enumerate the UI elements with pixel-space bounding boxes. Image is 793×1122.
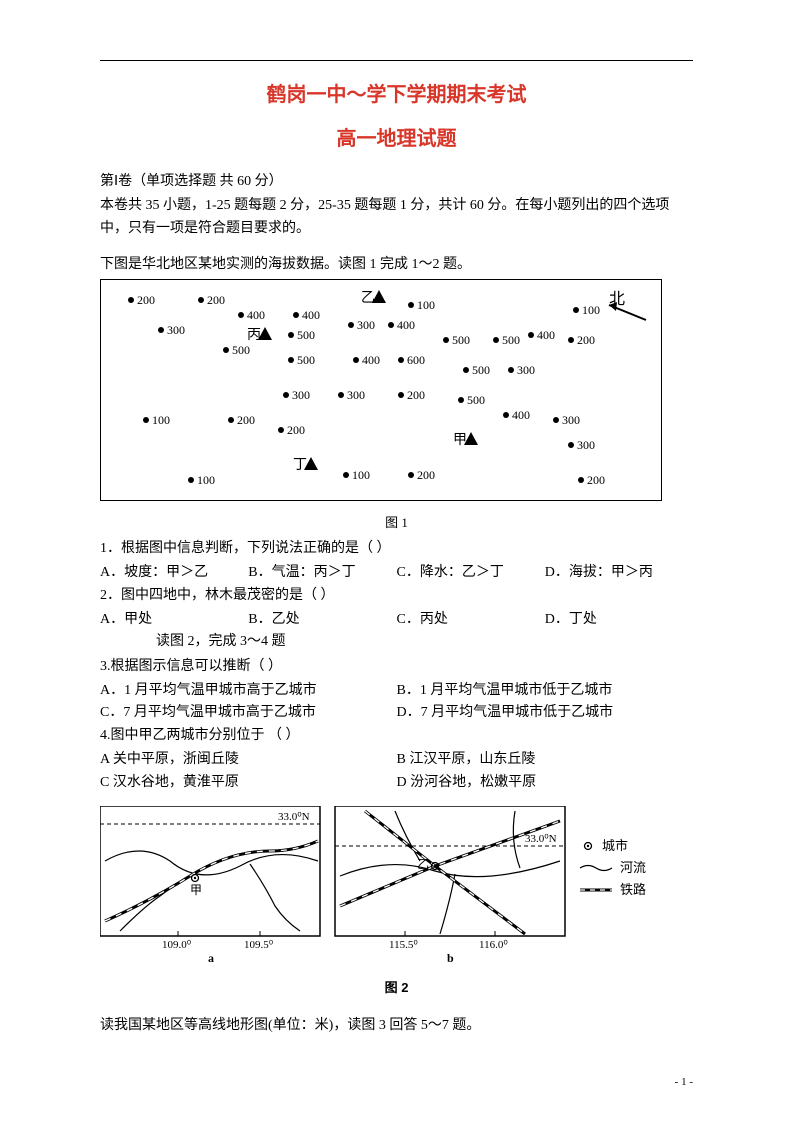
q1-opt-b: B．气温：丙＞丁 [248, 562, 396, 584]
q1-opt-c: C．降水：乙＞丁 [397, 562, 545, 584]
title-main: 鹤岗一中～学下学期期末考试 [100, 79, 693, 111]
svg-text:200: 200 [287, 423, 305, 437]
svg-text:400: 400 [397, 318, 415, 332]
lead-2: 读图 2，完成 3～4 题 [100, 631, 693, 653]
svg-text:500: 500 [232, 343, 250, 357]
section-heading: 第Ⅰ卷（单项选择题 共 60 分） [100, 171, 693, 193]
svg-text:甲: 甲 [190, 883, 202, 897]
svg-text:乙: 乙 [361, 290, 375, 306]
svg-text:300: 300 [517, 363, 535, 377]
q3-stem: 3.根据图示信息可以推断（ ） [100, 656, 693, 678]
svg-text:200: 200 [207, 293, 225, 307]
q4-opt-d: D 汾河谷地，松嫩平原 [397, 772, 694, 794]
svg-text:33.0⁰N: 33.0⁰N [525, 833, 557, 845]
svg-text:河流: 河流 [620, 860, 646, 875]
lead-3: 读我国某地区等高线地形图(单位：米)，读图 3 回答 5～7 题。 [100, 1015, 693, 1037]
svg-text:300: 300 [292, 388, 310, 402]
svg-text:200: 200 [577, 333, 595, 347]
q3-opt-b: B．1 月平均气温甲城市低于乙城市 [397, 680, 694, 702]
q2-opt-b: B．乙处 [248, 609, 396, 631]
svg-text:109.0⁰: 109.0⁰ [162, 939, 192, 951]
svg-text:500: 500 [452, 333, 470, 347]
svg-text:400: 400 [512, 408, 530, 422]
page-footer: - 1 - [675, 1074, 693, 1092]
lead-1: 下图是华北地区某地实测的海拔数据。读图 1 完成 1～2 题。 [100, 254, 693, 276]
svg-text:200: 200 [237, 413, 255, 427]
svg-text:500: 500 [467, 393, 485, 407]
q4-opt-a: A 关中平原，浙闽丘陵 [100, 749, 397, 771]
q1-opt-a: A．坡度：甲＞乙 [100, 562, 248, 584]
title-sub: 高一地理试题 [100, 123, 693, 155]
svg-text:115.5⁰: 115.5⁰ [389, 939, 418, 951]
exam-page: 鹤岗一中～学下学期期末考试 高一地理试题 第Ⅰ卷（单项选择题 共 60 分） 本… [0, 0, 793, 1122]
fig2-svg: 33.0⁰N 甲 109.0⁰ 109.5⁰ a 33.0⁰N 乙 115.5⁰ 116.0⁰ b… [100, 806, 693, 966]
svg-text:a: a [208, 951, 214, 965]
svg-text:丙: 丙 [247, 328, 261, 343]
svg-text:600: 600 [407, 353, 425, 367]
svg-text:甲: 甲 [453, 433, 467, 448]
svg-text:100: 100 [352, 468, 370, 482]
svg-text:300: 300 [562, 413, 580, 427]
svg-text:100: 100 [417, 298, 435, 312]
q1-options: A．坡度：甲＞乙 B．气温：丙＞丁 C．降水：乙＞丁 D．海拔：甲＞丙 [100, 562, 693, 584]
svg-text:400: 400 [302, 308, 320, 322]
figure-1: 200 200 300 400 400 500 500 500 300 400 400 600 100 5… [100, 279, 693, 509]
svg-text:100: 100 [152, 413, 170, 427]
q3-opt-d: D．7 月平均气温甲城市低于乙城市 [397, 702, 694, 724]
q2-stem: 2．图中四地中，林木最茂密的是（ ） [100, 585, 693, 607]
svg-text:400: 400 [362, 353, 380, 367]
svg-text:b: b [447, 951, 454, 965]
svg-text:300: 300 [167, 323, 185, 337]
svg-text:乙: 乙 [417, 857, 429, 871]
svg-text:109.5⁰: 109.5⁰ [244, 939, 274, 951]
svg-text:200: 200 [587, 473, 605, 487]
q3-options: A．1 月平均气温甲城市高于乙城市 B．1 月平均气温甲城市低于乙城市 C．7 … [100, 680, 693, 725]
q2-options: A．甲处 B．乙处 C．丙处 D．丁处 [100, 609, 693, 631]
fig1-caption: 图 1 [100, 513, 693, 534]
svg-text:100: 100 [582, 303, 600, 317]
q2-opt-a: A．甲处 [100, 609, 248, 631]
fig1-svg: 200 200 300 400 400 500 500 500 300 400 400 600 100 5… [100, 279, 662, 501]
svg-text:300: 300 [357, 318, 375, 332]
svg-text:300: 300 [577, 438, 595, 452]
svg-text:500: 500 [297, 353, 315, 367]
q4-opt-b: B 江汉平原，山东丘陵 [397, 749, 694, 771]
svg-text:500: 500 [502, 333, 520, 347]
svg-text:300: 300 [347, 388, 365, 402]
svg-text:200: 200 [407, 388, 425, 402]
q3-opt-c: C．7 月平均气温甲城市高于乙城市 [100, 702, 397, 724]
q2-opt-c: C．丙处 [397, 609, 545, 631]
q1-opt-d: D．海拔：甲＞丙 [545, 562, 693, 584]
svg-text:铁路: 铁路 [620, 882, 646, 897]
svg-text:116.0⁰: 116.0⁰ [479, 939, 508, 951]
svg-text:400: 400 [247, 308, 265, 322]
q4-options: A 关中平原，浙闽丘陵 B 江汉平原，山东丘陵 C 汉水谷地，黄淮平原 D 汾河… [100, 749, 693, 794]
section-desc: 本卷共 35 小题，1-25 题每题 2 分，25-35 题每题 1 分，共计 … [100, 195, 693, 240]
svg-text:500: 500 [472, 363, 490, 377]
svg-text:200: 200 [137, 293, 155, 307]
q4-stem: 4.图中甲乙两城市分别位于 （ ） [100, 725, 693, 747]
q1-stem: 1．根据图中信息判断，下列说法正确的是（ ） [100, 538, 693, 560]
svg-text:丁: 丁 [293, 458, 307, 473]
svg-text:100: 100 [197, 473, 215, 487]
top-rule [100, 60, 693, 61]
fig2-caption: 图 2 [100, 978, 693, 999]
q2-opt-d: D．丁处 [545, 609, 693, 631]
svg-text:400: 400 [537, 328, 555, 342]
figure-2: 33.0⁰N 甲 109.0⁰ 109.5⁰ a 33.0⁰N 乙 115.5⁰ 116.0⁰ b… [100, 806, 693, 974]
svg-text:33.0⁰N: 33.0⁰N [278, 811, 310, 823]
q4-opt-c: C 汉水谷地，黄淮平原 [100, 772, 397, 794]
svg-text:城市: 城市 [602, 838, 628, 853]
svg-text:500: 500 [297, 328, 315, 342]
q3-opt-a: A．1 月平均气温甲城市高于乙城市 [100, 680, 397, 702]
svg-text:200: 200 [417, 468, 435, 482]
